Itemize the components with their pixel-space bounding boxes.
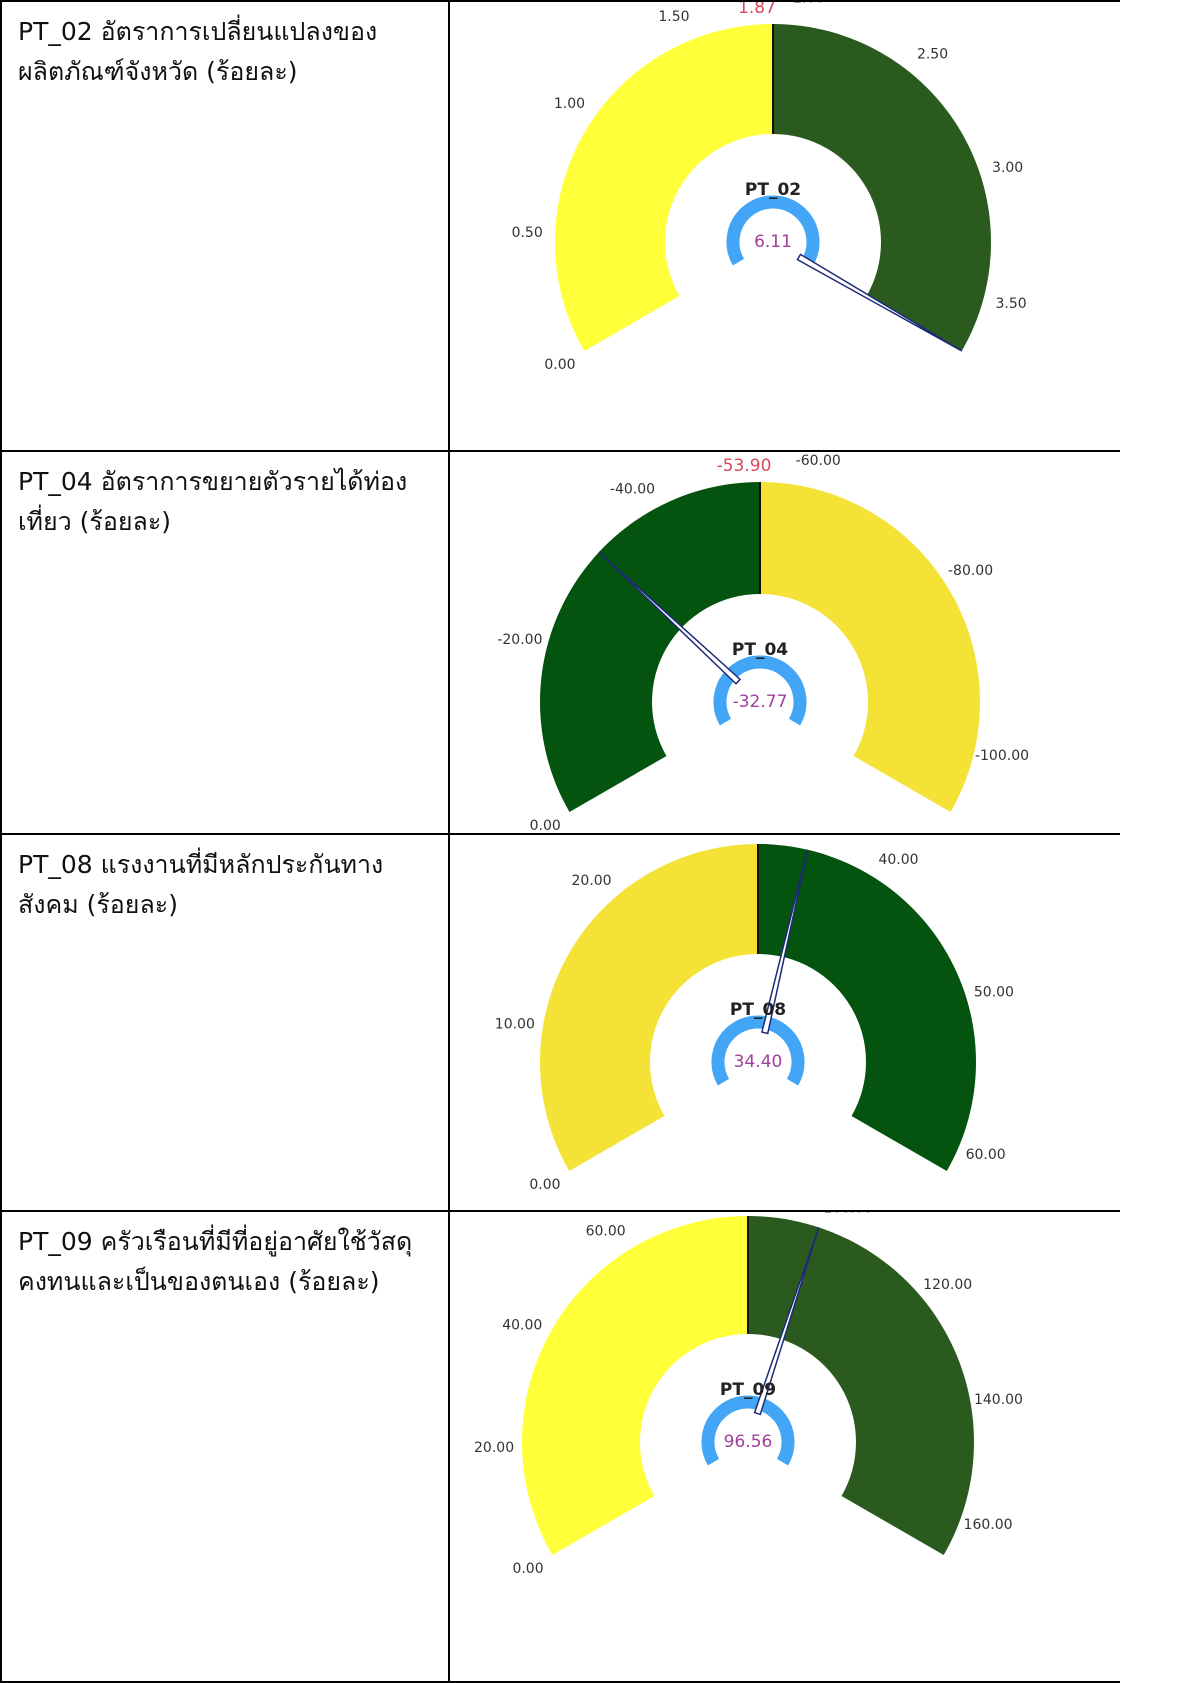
tick-label: 1.50 — [658, 9, 689, 25]
gauge-name: PT_09 — [720, 1380, 776, 1400]
tick-label: 2.50 — [917, 47, 948, 63]
tick-label: 3.00 — [992, 160, 1023, 176]
tick-label: 40.00 — [878, 852, 918, 868]
gauge-band-high — [773, 24, 991, 351]
gauge: 0.00 -20.00 -40.00 -60.00 -80.00 -100.00 -53.9… — [497, 453, 1029, 831]
gauge-name: PT_08 — [730, 1000, 786, 1020]
tick-label: 60.00 — [586, 1224, 626, 1240]
row-label: PT_08 แรงงานที่มีหลักประกันทางสังคม (ร้อ… — [0, 835, 450, 1210]
value-arc — [711, 1015, 805, 1086]
value-arc — [701, 1395, 795, 1466]
tick-label: 100.00 — [823, 1212, 872, 1217]
value-arc — [726, 195, 820, 266]
tick-label: 50.00 — [974, 984, 1014, 1000]
tick-label: 0.00 — [529, 1177, 560, 1193]
gauge-band-low — [540, 482, 760, 812]
gauge-value: -32.77 — [733, 692, 788, 712]
tick-label: 3.50 — [995, 296, 1026, 312]
gauge: 0.0010.0020.0030.0040.0050.0060.0031.00P… — [495, 835, 1014, 1193]
table-row: PT_04 อัตราการขยายตัวรายได้ท่องเที่ยว (ร… — [0, 450, 1120, 833]
target-label: -53.90 — [717, 456, 772, 476]
value-arc — [713, 655, 807, 726]
gauge: 0.00 0.50 1.00 1.50 2.00 2.50 3.00 3.50 1.87 PT_0… — [512, 2, 1027, 373]
table-row: PT_09 ครัวเรือนที่มีที่อยู่อาศัยใช้วัสดุ… — [0, 1210, 1120, 1683]
table-row: PT_08 แรงงานที่มีหลักประกันทางสังคม (ร้อ… — [0, 833, 1120, 1210]
gauge-name: PT_04 — [732, 640, 788, 660]
tick-label: -80.00 — [948, 563, 993, 579]
gauge-band-high — [760, 482, 980, 812]
tick-label: 0.00 — [512, 1561, 543, 1577]
gauge-band-high — [758, 844, 976, 1171]
needle — [796, 253, 963, 352]
tick-label: -20.00 — [497, 632, 542, 648]
gauge-value: 96.56 — [724, 1432, 773, 1452]
gauge: 0.0020.0040.0060.0080.00100.00120.00140.… — [474, 1212, 1023, 1577]
row-label: PT_02 อัตราการเปลี่ยนแปลงของผลิตภัณฑ์จัง… — [0, 2, 450, 450]
gauge-band-low — [540, 844, 758, 1171]
tick-label: -40.00 — [610, 481, 655, 497]
tick-label: 0.00 — [530, 818, 561, 831]
tick-label: 0.50 — [512, 225, 543, 241]
tick-label: 10.00 — [495, 1017, 535, 1033]
tick-label: 0.00 — [544, 357, 575, 373]
gauge-band-low — [522, 1216, 748, 1555]
needle — [598, 551, 742, 685]
target-label: 1.87 — [738, 2, 776, 18]
tick-label: 140.00 — [974, 1392, 1023, 1408]
tick-label: 20.00 — [572, 873, 612, 889]
tick-label: 20.00 — [474, 1440, 514, 1456]
tick-label: 2.00 — [793, 2, 824, 7]
gauge-name: PT_02 — [745, 180, 801, 200]
tick-label: 120.00 — [923, 1277, 972, 1293]
tick-label: -60.00 — [796, 453, 841, 469]
needle — [760, 849, 809, 1035]
tick-label: -100.00 — [975, 748, 1029, 764]
gauge-value: 6.11 — [754, 232, 792, 252]
tick-label: 160.00 — [964, 1517, 1013, 1533]
tick-label: 40.00 — [502, 1318, 542, 1334]
gauge-band-low — [555, 24, 773, 351]
row-label: PT_09 ครัวเรือนที่มีที่อยู่อาศัยใช้วัสดุ… — [0, 1212, 450, 1681]
tick-label: 1.00 — [554, 96, 585, 112]
row-label: PT_04 อัตราการขยายตัวรายได้ท่องเที่ยว (ร… — [0, 452, 450, 833]
table-row: PT_02 อัตราการเปลี่ยนแปลงของผลิตภัณฑ์จัง… — [0, 0, 1120, 450]
target-label: 31.00 — [718, 835, 767, 838]
tick-label: 60.00 — [966, 1147, 1006, 1163]
gauge-band-high — [748, 1216, 974, 1555]
needle — [753, 1227, 820, 1416]
gauge-value: 34.40 — [734, 1052, 783, 1072]
